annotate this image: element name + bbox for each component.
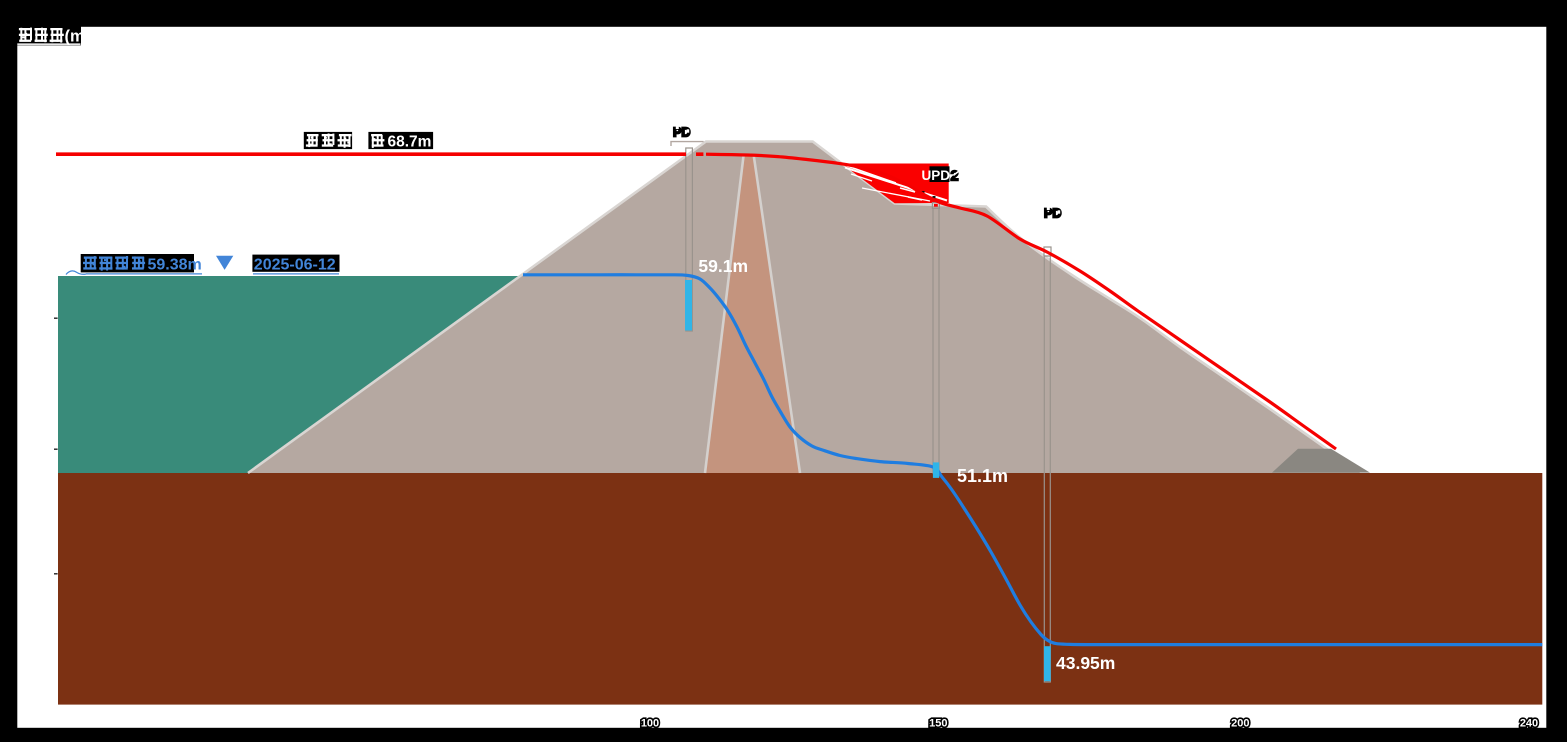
svg-text:2: 2 <box>951 169 959 185</box>
svg-text:2025-06-12: 2025-06-12 <box>254 257 336 274</box>
svg-text:(m: (m <box>65 28 85 46</box>
svg-text:240: 240 <box>1520 718 1538 730</box>
svg-text:200: 200 <box>1231 718 1249 730</box>
svg-text:59.38m: 59.38m <box>148 256 202 273</box>
svg-text:150: 150 <box>929 718 947 730</box>
svg-text:UPD: UPD <box>922 168 951 183</box>
svg-text:59.1m: 59.1m <box>698 256 748 276</box>
svg-text:51.1m: 51.1m <box>957 466 1008 486</box>
svg-text:100: 100 <box>641 718 659 730</box>
svg-text:68.7m: 68.7m <box>388 133 432 150</box>
svg-text:43.95m: 43.95m <box>1056 653 1115 673</box>
